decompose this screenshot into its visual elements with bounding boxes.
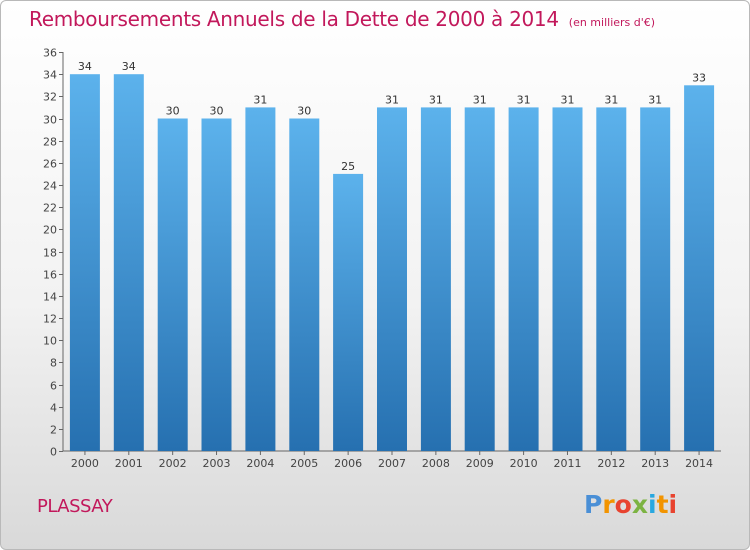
y-tick-label: 30 bbox=[43, 114, 57, 127]
chart-title: Remboursements Annuels de la Dette de 20… bbox=[29, 7, 655, 31]
brand-letter: r bbox=[602, 490, 615, 519]
bar bbox=[596, 107, 627, 452]
commune-name: PLASSAY bbox=[37, 496, 113, 517]
chart-data-labels: 34 34 30 30 31 30 25 31 31 31 31 31 31 31 33 bbox=[78, 60, 706, 173]
y-tick-label: 26 bbox=[43, 158, 57, 171]
bar bbox=[420, 107, 451, 452]
bar bbox=[464, 107, 495, 452]
bar bbox=[640, 107, 671, 452]
x-tick-label: 2006 bbox=[334, 457, 362, 470]
brand-letter: i bbox=[668, 490, 678, 519]
data-label: 30 bbox=[297, 105, 311, 118]
brand-letter: P bbox=[584, 490, 603, 519]
x-tick-label: 2001 bbox=[115, 457, 143, 470]
x-tick-label: 2003 bbox=[203, 457, 231, 470]
x-tick-label: 2013 bbox=[641, 457, 669, 470]
data-label: 31 bbox=[648, 93, 662, 106]
y-tick-label: 32 bbox=[43, 91, 57, 104]
y-tick-label: 20 bbox=[43, 224, 57, 237]
data-label: 31 bbox=[604, 93, 618, 106]
x-tick-label: 2010 bbox=[510, 457, 538, 470]
y-tick-label: 28 bbox=[43, 136, 57, 149]
y-tick-label: 22 bbox=[43, 202, 57, 215]
brand-letter: t bbox=[656, 490, 669, 519]
bar bbox=[552, 107, 583, 452]
brand-logo: Proxiti bbox=[584, 490, 677, 519]
data-label: 31 bbox=[429, 93, 443, 106]
y-tick-label: 12 bbox=[43, 313, 57, 326]
data-label: 34 bbox=[122, 60, 136, 73]
data-label: 31 bbox=[473, 93, 487, 106]
y-tick-label: 0 bbox=[50, 446, 57, 459]
y-tick-label: 14 bbox=[43, 291, 57, 304]
x-tick-label: 2005 bbox=[290, 457, 318, 470]
x-tick-label: 2008 bbox=[422, 457, 450, 470]
x-tick-label: 2004 bbox=[246, 457, 274, 470]
y-tick-label: 18 bbox=[43, 247, 57, 260]
x-tick-label: 2002 bbox=[159, 457, 187, 470]
chart-subtitle: (en milliers d'€) bbox=[568, 16, 656, 29]
x-tick-label: 2009 bbox=[466, 457, 494, 470]
bar bbox=[69, 74, 100, 451]
bar bbox=[508, 107, 539, 452]
y-tick-label: 34 bbox=[43, 69, 57, 82]
x-tick-label: 2014 bbox=[685, 457, 713, 470]
bar bbox=[245, 107, 276, 452]
bar bbox=[333, 173, 364, 451]
x-tick-label: 2007 bbox=[378, 457, 406, 470]
data-label: 30 bbox=[166, 105, 180, 118]
brand-letter: i bbox=[648, 490, 657, 519]
data-label: 31 bbox=[560, 93, 574, 106]
data-label: 30 bbox=[210, 105, 224, 118]
y-tick-label: 8 bbox=[50, 357, 57, 370]
bar bbox=[289, 118, 320, 451]
brand-letter: x bbox=[631, 490, 648, 519]
bar bbox=[157, 118, 188, 451]
bar bbox=[684, 85, 715, 452]
bar bbox=[377, 107, 407, 452]
data-label: 31 bbox=[253, 93, 267, 106]
title-text: Remboursements Annuels de la Dette de 20… bbox=[29, 7, 559, 31]
brand-letter: o bbox=[614, 490, 632, 519]
y-tick-label: 2 bbox=[50, 424, 57, 437]
data-label: 33 bbox=[692, 71, 706, 84]
y-tick-label: 6 bbox=[50, 380, 57, 393]
data-label: 31 bbox=[385, 93, 399, 106]
y-tick-label: 36 bbox=[43, 47, 57, 60]
y-tick-label: 4 bbox=[50, 402, 57, 415]
x-tick-label: 2011 bbox=[553, 457, 581, 470]
bar bbox=[113, 74, 144, 451]
x-tick-label: 2012 bbox=[597, 457, 625, 470]
x-tick-label: 2000 bbox=[71, 457, 99, 470]
y-tick-label: 24 bbox=[43, 180, 57, 193]
bar bbox=[201, 118, 232, 451]
data-label: 31 bbox=[517, 93, 531, 106]
y-tick-label: 10 bbox=[43, 335, 57, 348]
chart-bars bbox=[69, 74, 715, 452]
data-label: 25 bbox=[341, 160, 355, 173]
y-tick-label: 16 bbox=[43, 269, 57, 282]
data-label: 34 bbox=[78, 60, 92, 73]
